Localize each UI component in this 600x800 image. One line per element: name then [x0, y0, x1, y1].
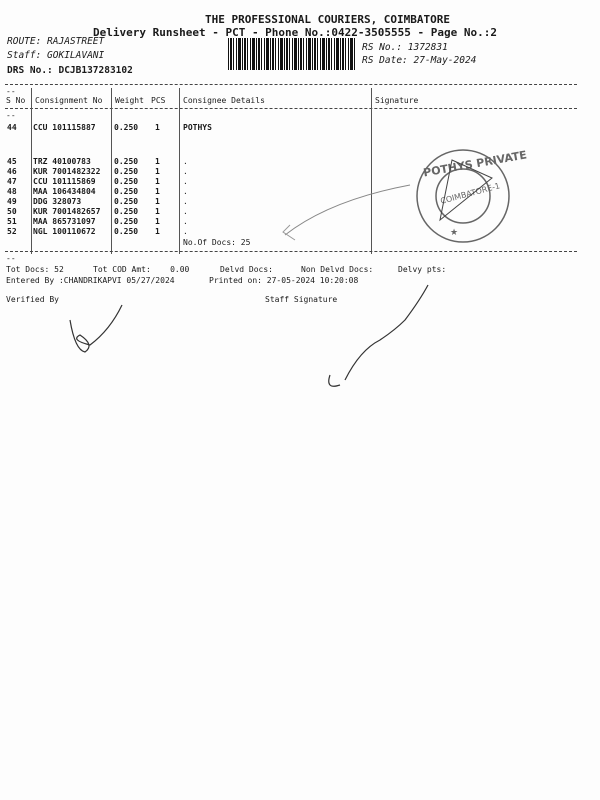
- cell-pcs: 1: [155, 157, 160, 166]
- tot-docs: Tot Docs: 52: [6, 265, 64, 274]
- cell-weight: 0.250: [114, 217, 139, 226]
- column-line: [179, 88, 180, 254]
- verifier-signature: [69, 304, 123, 353]
- cell-pcs: 1: [155, 207, 160, 216]
- divider: [5, 108, 577, 109]
- cell-cons: TRZ 40100783: [33, 157, 91, 166]
- cell-cons: KUR 7001482657: [33, 207, 101, 216]
- col-pcs: PCS: [151, 96, 166, 105]
- col-signature: Signature: [375, 96, 419, 105]
- rs-date: RS Date: 27-May-2024: [362, 55, 477, 66]
- cell-pcs: 1: [155, 123, 160, 132]
- cell-cons: DDG 328073: [33, 197, 82, 206]
- cell-details: .: [183, 167, 188, 176]
- company-stamp: COIMBATORE-1 POTHYS PRIVATE ★: [416, 148, 528, 243]
- dash-mark: --: [6, 254, 16, 263]
- cell-weight: 0.250: [114, 187, 139, 196]
- cell-weight: 0.250: [114, 167, 139, 176]
- column-line: [371, 88, 372, 254]
- cell-sno: 51: [7, 217, 17, 226]
- printed-on: Printed on: 27-05-2024 10:20:08: [209, 276, 359, 285]
- staff-handwritten-signature: [328, 284, 429, 387]
- divider: [5, 84, 577, 85]
- cell-cons: MAA 106434804: [33, 187, 96, 196]
- staff: Staff: GOKILAVANI: [7, 50, 105, 61]
- divider: [5, 251, 577, 252]
- dash-mark: --: [6, 111, 16, 120]
- cell-weight: 0.250: [114, 123, 139, 132]
- svg-text:COIMBATORE-1: COIMBATORE-1: [439, 181, 501, 206]
- cell-weight: 0.250: [114, 177, 139, 186]
- cell-details: .: [183, 177, 188, 186]
- cell-sno: 52: [7, 227, 17, 236]
- cell-details: .: [183, 207, 188, 216]
- col-consignment: Consignment No: [35, 96, 103, 105]
- route: ROUTE: RAJASTREET: [7, 36, 105, 47]
- col-weight: Weight: [115, 96, 144, 105]
- non-delvd-docs: Non Delvd Docs:: [301, 265, 374, 274]
- cell-pcs: 1: [155, 227, 160, 236]
- cell-pcs: 1: [155, 167, 160, 176]
- cell-details: POTHYS: [183, 123, 212, 132]
- company-name: THE PROFESSIONAL COURIERS, COIMBATORE: [205, 13, 451, 26]
- cell-cons: NGL 100110672: [33, 227, 96, 236]
- dash-mark: --: [6, 87, 16, 96]
- cell-details: .: [183, 227, 188, 236]
- cell-sno: 45: [7, 157, 17, 166]
- cell-pcs: 1: [155, 177, 160, 186]
- cell-cons: CCU 101115887: [33, 123, 96, 132]
- cell-pcs: 1: [155, 197, 160, 206]
- signature-stroke: [284, 184, 411, 236]
- cell-weight: 0.250: [114, 227, 139, 236]
- cell-sno: 50: [7, 207, 17, 216]
- verified-by: Verified By: [6, 295, 59, 304]
- cell-pcs: 1: [155, 217, 160, 226]
- delvd-docs: Delvd Docs:: [220, 265, 273, 274]
- col-consignee: Consignee Details: [183, 96, 265, 105]
- no-of-docs: No.Of Docs: 25: [183, 238, 251, 247]
- rs-number: RS No.: 1372831: [362, 42, 448, 53]
- column-line: [111, 88, 112, 254]
- svg-text:★: ★: [450, 228, 458, 238]
- cell-details: .: [183, 187, 188, 196]
- tot-cod-amt: Tot COD Amt: 0.00: [93, 265, 190, 274]
- cell-cons: CCU 101115869: [33, 177, 96, 186]
- delvy-pts: Delvy pts:: [398, 265, 447, 274]
- cell-cons: KUR 7001482322: [33, 167, 101, 176]
- cell-weight: 0.250: [114, 157, 139, 166]
- cell-weight: 0.250: [114, 207, 139, 216]
- col-sno: S No: [6, 96, 26, 105]
- cell-sno: 49: [7, 197, 17, 206]
- column-line: [31, 88, 32, 254]
- runsheet-subtitle: Delivery Runsheet - PCT - Phone No.:0422…: [93, 26, 497, 39]
- signature-stroke: [282, 224, 296, 241]
- cell-pcs: 1: [155, 187, 160, 196]
- cell-sno: 48: [7, 187, 17, 196]
- barcode: [228, 38, 356, 70]
- entered-by: Entered By :CHANDRIKAPVI 05/27/2024: [6, 276, 175, 285]
- cell-sno: 46: [7, 167, 17, 176]
- cell-cons: MAA 865731097: [33, 217, 96, 226]
- cell-details: .: [183, 217, 188, 226]
- staff-signature-label: Staff Signature: [265, 295, 338, 304]
- cell-sno: 47: [7, 177, 17, 186]
- svg-text:POTHYS PRIVATE: POTHYS PRIVATE: [422, 148, 528, 179]
- cell-weight: 0.250: [114, 197, 139, 206]
- cell-details: .: [183, 197, 188, 206]
- drs-number: DRS No.: DCJB137283102: [7, 65, 133, 76]
- cell-sno: 44: [7, 123, 17, 132]
- cell-details: .: [183, 157, 188, 166]
